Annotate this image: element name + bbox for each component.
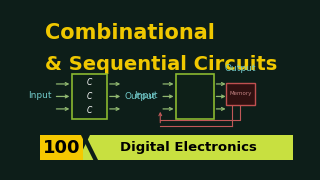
Text: C: C bbox=[87, 106, 92, 115]
Text: Input: Input bbox=[134, 91, 158, 100]
Text: Input: Input bbox=[28, 91, 51, 100]
Text: Digital Electronics: Digital Electronics bbox=[120, 141, 257, 154]
Text: Output: Output bbox=[124, 92, 156, 101]
Text: Output: Output bbox=[225, 64, 256, 73]
Text: C: C bbox=[87, 92, 92, 101]
Text: & Sequential Circuits: & Sequential Circuits bbox=[45, 55, 277, 74]
Text: 100: 100 bbox=[43, 139, 81, 157]
Text: Combinational: Combinational bbox=[45, 23, 215, 43]
Bar bbox=[40, 135, 84, 160]
Text: C: C bbox=[87, 78, 92, 87]
Polygon shape bbox=[78, 135, 293, 160]
Bar bbox=[176, 74, 214, 119]
Bar bbox=[72, 74, 107, 119]
Bar bbox=[226, 83, 254, 105]
Text: Memory: Memory bbox=[229, 91, 252, 96]
